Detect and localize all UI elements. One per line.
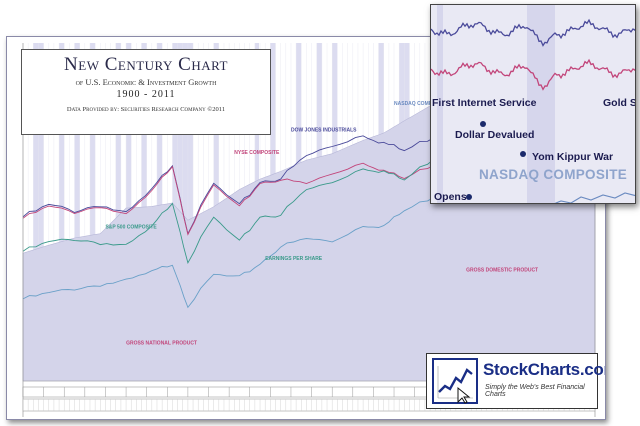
inset-djia-line [431,18,635,47]
title-box: New Century Chart of U.S. Economic & Inv… [21,49,271,135]
recession-band [89,43,96,381]
event-marker [520,151,526,157]
nyse-label: NYSE COMPOSITE [234,150,280,156]
recession-band [59,43,65,381]
logo-chart-icon [432,358,478,404]
stockcharts-logo[interactable]: StockCharts.com Simply the Web's Best Fi… [426,353,605,409]
gnp-label: GROSS NATIONAL PRODUCT [126,340,197,346]
inset-label-opens: Opens [434,191,467,203]
inset-nasdaq-label: NASDAQ COMPOSITE [479,167,628,182]
logo-name: StockCharts.com [483,360,606,379]
chart-subtitle: of U.S. Economic & Investment Growth [75,77,217,87]
event-marker [466,194,472,200]
chart-title: New Century Chart [64,54,228,75]
inset-recession-band [437,5,443,203]
earnings-label: EARNINGS PER SHARE [265,256,323,262]
inset-label-dollar-devalued: Dollar Devalued [455,129,535,141]
nasdaq-label: NASDAQ COMPOSITE [394,101,448,107]
djia-label: DOW JONES INDUSTRIALS [291,127,357,133]
inset-nyse-line [431,58,635,91]
inset-label-first-internet: First Internet Service [432,97,537,109]
sp500-label: S&P 500 COMPOSITE [105,225,157,231]
data-provider: Data Provided by: Securities Research Co… [66,106,226,113]
inset-label-yom-kippur: Yom Kippur War [532,151,614,163]
event-marker [480,121,486,127]
zoom-inset: First Internet Service Gold Sa Dollar De… [430,4,636,204]
inset-label-gold: Gold Sa [603,97,635,109]
chart-years: 1900 - 2011 [116,89,176,100]
inset-chart-svg [431,5,635,203]
logo-tagline: Simply the Web's Best Financial Charts [485,384,585,398]
gdp-label: GROSS DOMESTIC PRODUCT [466,267,538,273]
inset-nasdaq-line [554,192,635,203]
